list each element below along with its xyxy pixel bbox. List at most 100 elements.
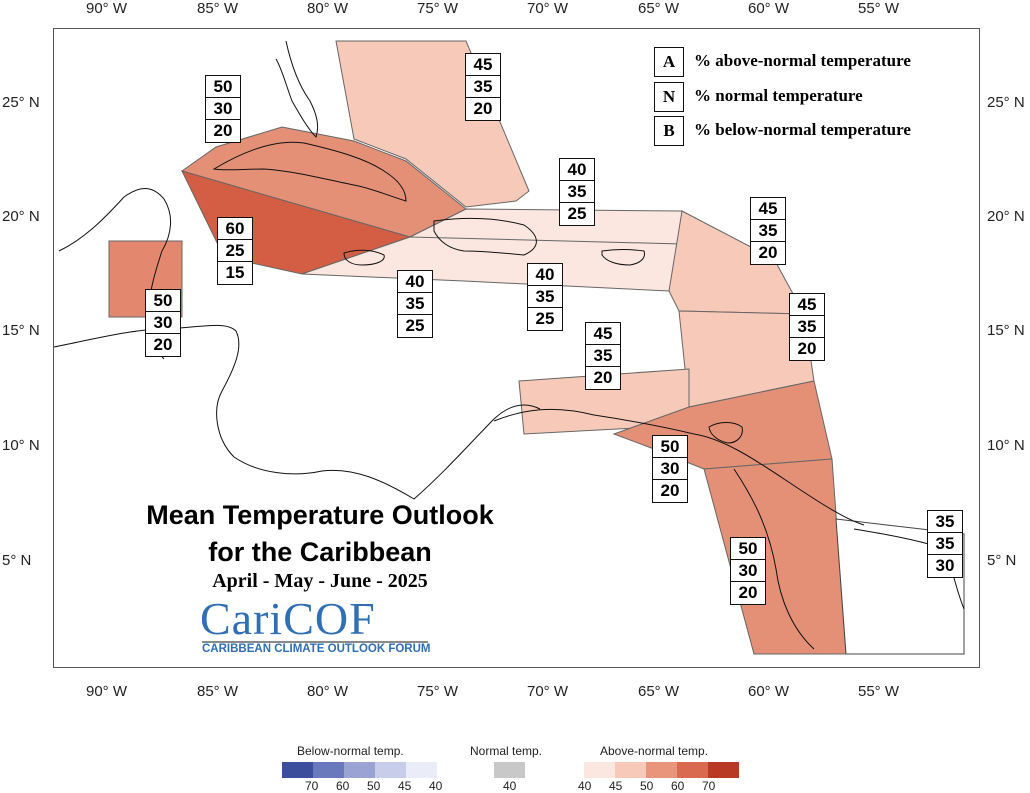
below-normal-value: 20 — [758, 243, 778, 262]
normal-value: 35 — [528, 286, 562, 308]
normal-value: 30 — [206, 98, 240, 120]
above-normal-value: 40 — [398, 271, 432, 293]
jamaica-coastline — [343, 249, 385, 266]
longitude-label-bottom: 65° W — [638, 683, 680, 700]
colorbar-below-tick: 60 — [336, 779, 350, 793]
above-normal-value: 45 — [466, 54, 500, 76]
colorbar-above-swatch — [708, 762, 739, 778]
colorbar-below-swatch — [282, 762, 313, 778]
colorbar-above-tick: 60 — [671, 779, 685, 793]
prob-box-trinidad: 50 30 20 — [652, 435, 688, 503]
key-below: B % below-normal temperature — [654, 116, 954, 146]
key-above: A % above-normal temperature — [654, 47, 954, 77]
colorbar-above-swatch — [677, 762, 708, 778]
colorbar-above-swatch — [584, 762, 615, 778]
longitude-label-bottom: 70° W — [527, 683, 569, 700]
below-normal-value: 30 — [935, 556, 955, 575]
colorbar-above-swatch — [646, 762, 677, 778]
below-normal-value: 15 — [225, 263, 245, 282]
puerto-rico-coastline — [601, 249, 645, 266]
longitude-label-top: 80° W — [307, 0, 349, 17]
latitude-label-right: 15° N — [987, 322, 1025, 339]
latitude-label-right: 5° N — [987, 552, 1017, 569]
below-normal-value: 20 — [153, 335, 173, 354]
prob-box-leewards: 45 35 20 — [750, 197, 786, 265]
above-normal-value: 40 — [528, 264, 562, 286]
key-letter: A — [654, 47, 684, 77]
below-normal-value: 25 — [535, 309, 555, 328]
colorbar-above-swatch — [615, 762, 646, 778]
longitude-label-bottom: 75° W — [417, 683, 459, 700]
hispaniola-coastline — [433, 217, 537, 256]
prob-box-hispaniola: 40 35 25 — [559, 158, 595, 226]
above-normal-value: 45 — [790, 294, 824, 316]
colorbar-above-tick: 50 — [640, 779, 654, 793]
latitude-label-left: 20° N — [2, 208, 40, 225]
below-normal-value: 20 — [213, 121, 233, 140]
caricof-logo: CariCOF — [200, 593, 376, 644]
above-normal-value: 50 — [206, 76, 240, 98]
latitude-label-left: 5° N — [2, 552, 32, 569]
colorbar-above-tick: 45 — [609, 779, 623, 793]
normal-value: 35 — [466, 76, 500, 98]
latitude-label-right: 25° N — [987, 94, 1025, 111]
prob-box-guyana: 50 30 20 — [730, 537, 766, 605]
normal-value: 35 — [751, 220, 785, 242]
forecast-period: April - May - June - 2025 — [212, 570, 428, 592]
colorbar-below-tick: 50 — [367, 779, 381, 793]
prob-box-belize: 50 30 20 — [145, 289, 181, 357]
colorbar-below-tick: 70 — [305, 779, 319, 793]
colorbar-below-swatch — [375, 762, 406, 778]
above-normal-value: 50 — [653, 436, 687, 458]
region-guyana — [703, 458, 847, 655]
above-normal-value: 50 — [146, 290, 180, 312]
map-title-line1: Mean Temperature Outlook — [146, 500, 494, 530]
logo-divider — [202, 641, 428, 643]
longitude-label-top: 75° W — [417, 0, 459, 17]
longitude-label-top: 60° W — [748, 0, 790, 17]
normal-value: 30 — [653, 458, 687, 480]
colorbar-below-tick: 45 — [398, 779, 412, 793]
map-title-line2: for the Caribbean — [208, 537, 432, 567]
colorbar-above-label: Above-normal temp. — [600, 744, 709, 758]
above-normal-value: 45 — [751, 198, 785, 220]
prob-box-bahamas: 45 35 20 — [465, 53, 501, 121]
colorbar-below-label: Below-normal temp. — [297, 744, 404, 758]
latitude-label-left: 10° N — [2, 437, 40, 454]
colorbar-normal-label: Normal temp. — [470, 744, 543, 758]
latitude-label-right: 10° N — [987, 437, 1025, 454]
below-normal-value: 20 — [797, 339, 817, 358]
longitude-label-bottom: 85° W — [197, 683, 239, 700]
caricof-logo-subtitle: CARIBBEAN CLIMATE OUTLOOK FORUM — [202, 643, 431, 655]
prob-box-haiti-south: 40 35 25 — [397, 270, 433, 338]
key-letter: N — [654, 82, 684, 112]
below-normal-value: 25 — [405, 316, 425, 335]
prob-box-jamaica: 60 25 15 — [217, 217, 253, 285]
above-normal-value: 40 — [560, 159, 594, 181]
colorbar-normal-tick: 40 — [503, 779, 517, 793]
colorbar-below-tick: 40 — [429, 779, 443, 793]
south-america-north-coastline — [493, 408, 865, 526]
colorbar-above-tick: 40 — [578, 779, 592, 793]
above-normal-value: 50 — [731, 538, 765, 560]
central-america-coastline — [54, 324, 541, 500]
normal-value: 30 — [146, 312, 180, 334]
prob-box-suriname: 35 35 30 — [927, 510, 963, 578]
latitude-label-left: 15° N — [2, 322, 40, 339]
latitude-label-right: 20° N — [987, 208, 1025, 225]
prob-box-dr-pr: 40 35 25 — [527, 263, 563, 331]
key-normal: N % normal temperature — [654, 82, 954, 112]
key-letter: B — [654, 116, 684, 146]
key-text: % below-normal temperature — [694, 120, 911, 139]
prob-box-abc-islands: 45 35 20 — [585, 322, 621, 390]
above-normal-value: 35 — [928, 511, 962, 533]
longitude-label-bottom: 80° W — [307, 683, 349, 700]
above-normal-value: 60 — [218, 218, 252, 240]
below-normal-value: 25 — [567, 204, 587, 223]
trinidad-coastline — [708, 422, 743, 444]
key-text: % above-normal temperature — [694, 51, 911, 70]
colorbar-above-tick: 70 — [702, 779, 716, 793]
below-normal-value: 20 — [473, 99, 493, 118]
normal-value: 30 — [731, 560, 765, 582]
